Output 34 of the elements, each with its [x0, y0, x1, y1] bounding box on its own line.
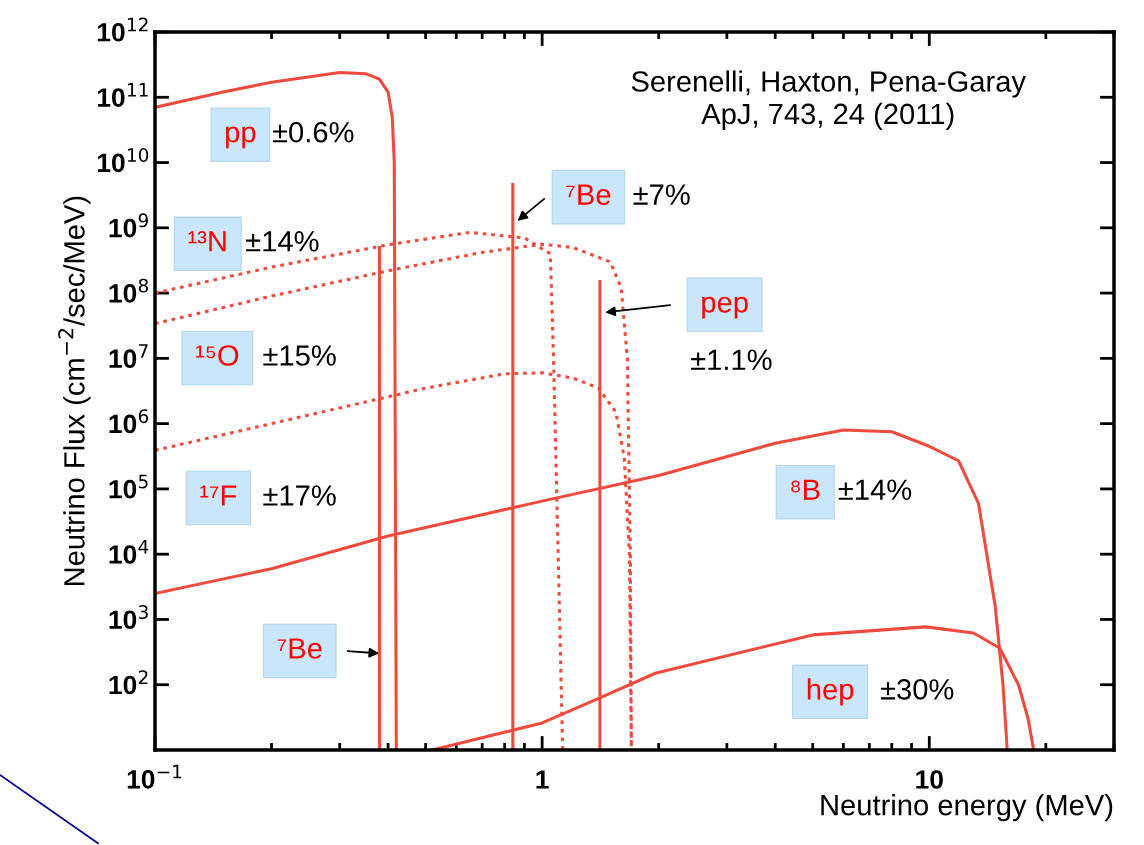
- annotation: ±14%: [246, 231, 319, 252]
- y-tick-label: 10$^{7}$: [109, 344, 148, 368]
- annotation: ±30%: [880, 679, 954, 700]
- annotation: ±15%: [263, 345, 336, 366]
- y-tick-label: 10$^{12}$: [97, 17, 148, 42]
- annotation: ±7%: [633, 184, 690, 205]
- annotation: Serenelli, Haxton, Pena-Garay ApJ, 743, 24 (2011): [631, 70, 1026, 131]
- text: pep: [702, 296, 748, 319]
- y-tick-label: 10$^{4}$: [109, 539, 149, 564]
- x-tick-label: 1: [536, 770, 549, 789]
- annotation: ±0.6%: [272, 121, 354, 143]
- y-tick-label: 10$^{11}$: [97, 83, 148, 107]
- y-tick-label: 10$^{8}$: [109, 278, 149, 303]
- y-tick-label: 10$^{2}$: [109, 670, 148, 695]
- series-label: ¹³N: [188, 231, 226, 252]
- annotation: ±14%: [838, 479, 912, 500]
- annotation: ±1.1%: [691, 349, 772, 370]
- series-label: ¹⁵O: [196, 345, 239, 366]
- series-label: pp: [226, 126, 256, 149]
- y-tick-label: 10$^{5}$: [109, 474, 148, 499]
- series-label: ⁸B: [791, 479, 820, 500]
- series-label: ⁷Be: [277, 638, 322, 659]
- annotation: ±17%: [263, 485, 336, 506]
- x-axis-title: Neutrino energy (MeV): [821, 794, 1113, 822]
- x-tick-label: 10$^{−1}$: [127, 764, 182, 789]
- series-label: ⁷Be: [566, 184, 611, 205]
- y-axis-title: Neutrino Flux (cm$^{−2}$/sec/MeV): [58, 196, 91, 586]
- y-tick-label: 10$^{10}$: [97, 148, 149, 173]
- y-tick-label: 10$^{3}$: [109, 605, 148, 630]
- series-label: hep: [807, 678, 854, 706]
- y-tick-label: 10$^{6}$: [109, 409, 149, 434]
- series-label: ¹⁷F: [200, 485, 237, 506]
- y-tick-label: 10$^{9}$: [109, 213, 148, 238]
- x-tick-label: 10: [916, 770, 943, 789]
